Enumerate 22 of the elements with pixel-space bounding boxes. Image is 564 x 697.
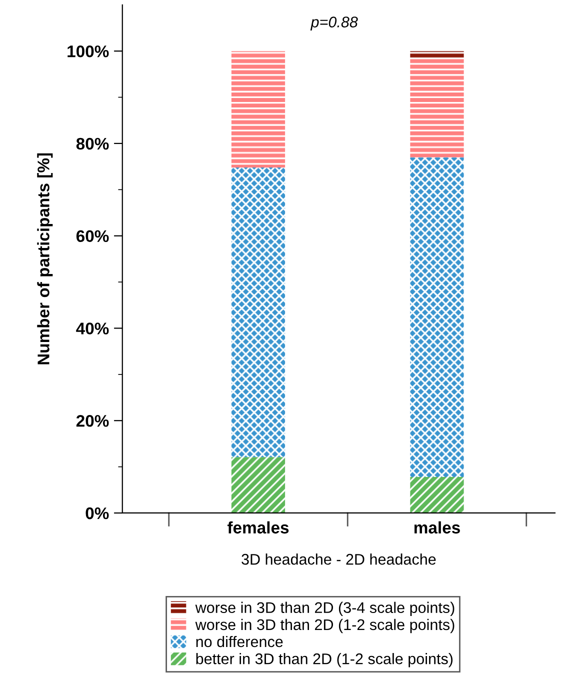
bar <box>410 51 464 58</box>
bar <box>410 58 464 158</box>
y-tick-label: 60% <box>76 230 109 242</box>
bar <box>231 51 286 168</box>
y-axis-title: Number of participants [%] <box>37 153 53 364</box>
legend-label: worse in 3D than 2D (1-2 scale points) <box>195 618 454 634</box>
annotation: p=0.88 <box>310 16 358 30</box>
bar <box>231 457 286 513</box>
y-tick-label: 40% <box>76 322 109 334</box>
legend-label: no difference <box>196 636 283 648</box>
legend-label: better in 3D than 2D (1-2 scale points) <box>196 653 453 668</box>
y-tick-label: 0% <box>86 507 109 520</box>
y-tick-label: 80% <box>76 138 109 150</box>
x-tick-label: females <box>227 521 289 534</box>
y-tick-label: 100% <box>68 45 109 58</box>
legend-label: worse in 3D than 2D (3-4 scale points) <box>195 602 454 616</box>
x-axis-title: 3D headache - 2D headache <box>242 554 436 565</box>
bar <box>410 157 464 477</box>
y-tick-label: 20% <box>76 415 109 427</box>
x-tick-label: males <box>414 521 460 534</box>
bar <box>231 167 286 458</box>
bar <box>410 476 464 513</box>
